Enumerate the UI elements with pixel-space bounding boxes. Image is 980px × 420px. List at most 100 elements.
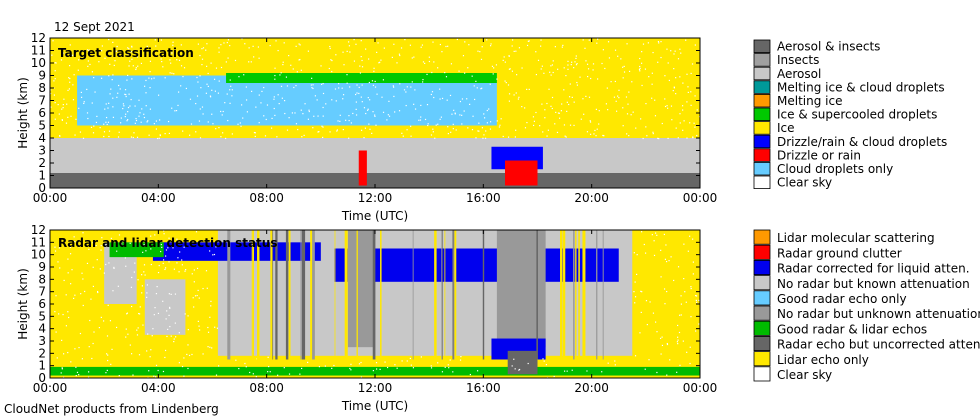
x-axis-label: Time (UTC): [341, 209, 408, 223]
y-tick-label: 0: [38, 371, 46, 385]
x-tick-label: 12:00: [358, 381, 393, 395]
detection-streaks: [227, 230, 604, 360]
detection-streak: [300, 230, 302, 360]
region-good-radar-lidar-echos: [109, 242, 164, 258]
detection-streak: [285, 230, 289, 360]
y-tick-label: 2: [38, 346, 46, 360]
clear-sky-speckle: [50, 38, 700, 140]
legend-label: Clear sky: [777, 176, 832, 190]
y-tick-label: 5: [38, 119, 46, 133]
y-tick-label: 3: [38, 334, 46, 348]
x-tick-label: 16:00: [466, 381, 501, 395]
detection-streak: [227, 230, 231, 360]
legend-swatch: [753, 161, 771, 176]
legend-swatch: [753, 39, 771, 54]
y-tick-label: 11: [31, 235, 46, 249]
legend-label: Ice & supercooled droplets: [777, 108, 937, 122]
plot-area-2: [50, 230, 700, 378]
y-tick-label: 4: [38, 131, 46, 145]
footer-credit: CloudNet products from Lindenberg: [4, 402, 219, 416]
x-tick-label: 04:00: [141, 381, 176, 395]
x-tick-label: 04:00: [141, 191, 176, 205]
legend-label: Radar corrected for liquid atten.: [777, 262, 970, 276]
clear-sky-speckle: [54, 230, 700, 378]
legend-label: Drizzle or rain: [777, 148, 861, 162]
panel-title: Radar and lidar detection status: [58, 236, 277, 250]
y-tick-label: 7: [38, 285, 46, 299]
y-tick-label: 12: [31, 31, 46, 45]
legend-swatch: [753, 305, 771, 321]
y-tick-label: 9: [38, 260, 46, 274]
detection-streak: [257, 230, 260, 360]
region-good-radar-lidar-echos: [50, 366, 700, 376]
y-tick-label: 0: [38, 181, 46, 195]
x-axis-label: Time (UTC): [341, 399, 408, 413]
detection-streak: [227, 230, 229, 360]
legend-label: Clear sky: [777, 368, 832, 382]
detection-streak: [310, 230, 312, 360]
detection-streak: [380, 230, 382, 360]
region-cloud-droplets-only: [77, 75, 497, 126]
region-no-radar-but-unknown-attenuation: [496, 230, 546, 348]
legend-label: Insects: [777, 53, 819, 67]
x-tick-label: 08:00: [249, 191, 284, 205]
legend-label: Drizzle/rain & cloud droplets: [777, 135, 947, 149]
detection-streak: [251, 230, 253, 360]
detection-streak: [334, 230, 336, 360]
detection-streak: [452, 230, 456, 360]
legend-swatch: [753, 335, 771, 351]
y-tick-label: 9: [38, 69, 46, 83]
legend-swatch: [753, 351, 771, 367]
legend-label: Lidar echo only: [777, 353, 869, 367]
detection-streak: [356, 230, 358, 360]
legend-label: No radar but known attenuation: [777, 277, 970, 291]
y-tick-label: 3: [38, 144, 46, 158]
date-label: 12 Sept 2021: [54, 20, 135, 34]
y-tick-label: 1: [38, 359, 46, 373]
legend-swatch: [753, 244, 771, 260]
detection-streak: [372, 230, 376, 360]
detection-streak: [560, 230, 563, 360]
detection-streak: [482, 230, 485, 360]
legend-label: Melting ice & cloud droplets: [777, 80, 945, 94]
legend-swatch: [753, 121, 771, 135]
legend-swatch: [753, 66, 771, 81]
y-tick-label: 8: [38, 272, 46, 286]
legend-swatch: [753, 107, 771, 122]
y-tick-label: 11: [31, 44, 46, 58]
detection-streak: [441, 230, 442, 360]
detection-streak: [454, 230, 457, 360]
legend-swatch: [753, 259, 771, 275]
detection-streak: [272, 230, 274, 360]
detection-streak: [582, 230, 586, 360]
legend-label: Radar echo but uncorrected atten.: [777, 338, 980, 352]
region-ice-supercooled-droplets: [226, 73, 497, 83]
detection-streak: [575, 230, 577, 360]
legend-swatch: [753, 134, 771, 149]
y-tick-label: 6: [38, 106, 46, 120]
detection-streak: [344, 230, 348, 360]
region-no-radar-but-known-attenuation: [144, 279, 186, 335]
panel-1: [49, 37, 771, 190]
x-tick-label: 00:00: [33, 381, 68, 395]
y-tick-label: 10: [31, 56, 46, 70]
x-tick-label: 08:00: [249, 381, 284, 395]
x-tick-label: 20:00: [574, 381, 609, 395]
region-no-radar-but-unknown-attenuation: [347, 230, 375, 348]
y-axis-label: Height (km): [16, 77, 30, 148]
detection-streak: [536, 230, 538, 360]
detection-streak: [312, 230, 315, 360]
x-tick-label: 16:00: [466, 191, 501, 205]
legend-label: Good radar echo only: [777, 292, 907, 306]
detection-streak: [252, 230, 254, 360]
legend-swatch: [753, 53, 771, 67]
x-tick-label: 20:00: [574, 191, 609, 205]
y-tick-label: 5: [38, 309, 46, 323]
detection-streak: [562, 230, 566, 360]
region-aerosol: [50, 138, 700, 173]
detection-streak: [442, 230, 443, 360]
x-tick-label: 12:00: [358, 191, 393, 205]
legend-label: Aerosol & insects: [777, 40, 880, 54]
legend-label: No radar but unknown attenuation: [777, 307, 980, 321]
